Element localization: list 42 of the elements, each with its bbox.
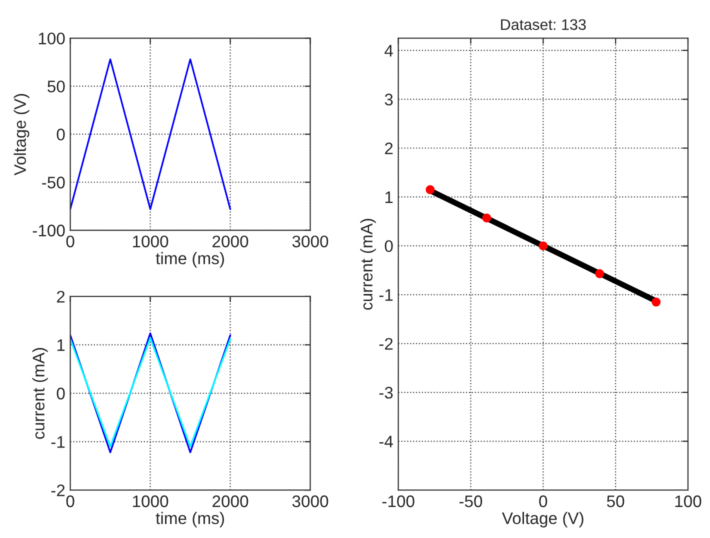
- x-tick-label: 1000: [133, 236, 168, 248]
- y-tick-label: 0: [56, 128, 65, 140]
- y-tick-label: 3: [384, 94, 393, 106]
- x-axis-title: time (ms): [156, 252, 224, 268]
- y-tick-label: 100: [38, 32, 65, 44]
- point: [426, 185, 435, 194]
- y-tick-label: 4: [384, 44, 393, 56]
- point: [482, 213, 492, 222]
- point: [538, 241, 548, 250]
- x-tick-label: 2000: [212, 236, 248, 248]
- y-tick-label: -3: [379, 386, 393, 399]
- y-tick-label: 2: [385, 142, 393, 154]
- y-tick-label: -100: [32, 224, 65, 236]
- y-tick-label: 1: [385, 192, 393, 204]
- y-tick-label: -2: [51, 484, 65, 496]
- y-tick-label: 50: [48, 80, 65, 92]
- y-tick-label: 2: [57, 290, 65, 302]
- point: [595, 269, 604, 278]
- x-axis-title: time (ms): [156, 512, 224, 528]
- x-tick-label: 0: [66, 495, 74, 508]
- y-tick-label: -1: [379, 289, 393, 301]
- y-tick-label: 1: [57, 339, 65, 351]
- y-axis-title: current (mA): [360, 218, 376, 310]
- y-axis-title: Voltage (V): [14, 94, 30, 176]
- x-tick-label: 100: [675, 495, 702, 508]
- x-tick-label: -50: [459, 495, 482, 508]
- chart-title: Dataset: 133: [501, 19, 586, 30]
- x-tick-label: 3000: [292, 236, 328, 248]
- x-tick-label: 0: [539, 495, 548, 508]
- y-tick-label: -50: [42, 176, 65, 188]
- x-tick-label: 1000: [133, 495, 168, 508]
- y-axis-title: current (mA): [32, 348, 48, 439]
- x-tick-label: 3000: [292, 495, 328, 508]
- x-tick-label: 50: [606, 495, 624, 508]
- y-tick-label: 0: [56, 388, 65, 400]
- y-tick-label: -2: [379, 338, 393, 350]
- point: [652, 298, 661, 307]
- x-axis-title: Voltage (V): [502, 512, 584, 528]
- y-tick-label: -4: [379, 436, 393, 448]
- x-tick-label: 0: [66, 236, 74, 248]
- x-tick-label: 2000: [212, 495, 248, 508]
- y-tick-label: -1: [51, 436, 65, 448]
